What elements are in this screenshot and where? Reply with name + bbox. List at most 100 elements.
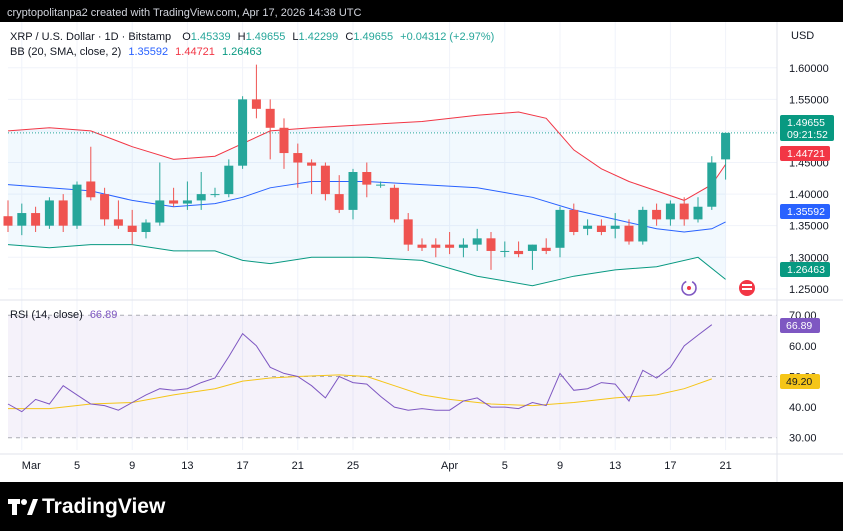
rsi-ma-badge-text: 49.20	[786, 376, 812, 388]
candle	[445, 232, 455, 255]
candle	[624, 219, 634, 245]
candle	[472, 228, 482, 251]
candle-body	[141, 222, 151, 232]
rsi-ma-line	[8, 374, 712, 410]
time-tick-label: 17	[236, 460, 248, 472]
high-value: 1.49655	[246, 31, 286, 43]
price-tick-label: 1.30000	[789, 252, 829, 264]
price-legend: XRP / U.S. Dollar · 1D · Bitstamp O1.453…	[10, 31, 494, 43]
time-tick-label: 13	[181, 460, 193, 472]
rsi-legend: RSI (14, close) 66.89	[10, 309, 117, 321]
candle	[541, 238, 551, 255]
rsi-ma-badge-bg	[780, 374, 820, 389]
candle-body	[265, 108, 275, 128]
candle	[17, 203, 27, 236]
created-header: cryptopolitanpa2 created with TradingVie…	[7, 7, 362, 19]
flag-icon[interactable]	[739, 280, 755, 296]
bb-upper-badge-bg	[780, 146, 830, 161]
candle-body	[486, 238, 496, 251]
bb-lower-badge: 1.26463	[780, 262, 830, 277]
candle	[72, 181, 82, 229]
candle-body	[403, 219, 413, 245]
replay-icon[interactable]	[681, 280, 697, 296]
candle	[3, 200, 13, 232]
candle-body	[693, 206, 703, 220]
footer: TradingView	[0, 482, 843, 531]
time-tick-label: 5	[502, 460, 508, 472]
candle-body	[514, 250, 524, 255]
candle	[238, 96, 248, 169]
candle	[610, 213, 620, 239]
candle	[113, 200, 123, 229]
bb-band-fill	[8, 112, 726, 286]
price-tick-label: 1.60000	[789, 63, 829, 75]
candle	[376, 181, 386, 188]
rsi-tick-label: 30.00	[789, 433, 817, 445]
bb-lower-badge-text: 1.26463	[787, 264, 825, 276]
candle-body	[44, 200, 54, 226]
last-price-text: 1.49655	[787, 117, 825, 129]
candle	[596, 219, 606, 236]
candle-body	[127, 225, 137, 232]
time-tick-label: 9	[557, 460, 563, 472]
candle-body	[17, 213, 27, 226]
rsi-name: RSI (14, close)	[10, 309, 83, 321]
bb-upper-value: 1.44721	[175, 46, 215, 58]
time-tick-label: 21	[719, 460, 731, 472]
close-label: C	[345, 31, 353, 43]
candle	[155, 162, 165, 226]
chart-svg[interactable]: 1.600001.550001.500001.450001.400001.350…	[0, 22, 843, 482]
candle	[431, 238, 441, 258]
bb-lower-badge-bg	[780, 262, 830, 277]
candle-body	[555, 209, 565, 248]
rsi-line	[7, 324, 713, 413]
time-tick-label: 17	[664, 460, 676, 472]
candle-body	[293, 153, 303, 163]
bb-lower-line	[7, 244, 726, 287]
candle	[679, 197, 689, 226]
candle	[514, 241, 524, 258]
open-label: O	[182, 31, 191, 43]
time-tick-label: 5	[74, 460, 80, 472]
candle-body	[72, 184, 82, 226]
axes: 1.600001.550001.500001.450001.400001.350…	[0, 22, 843, 482]
candle	[196, 172, 206, 210]
candle-body	[596, 225, 606, 232]
low-value: 1.42299	[299, 31, 339, 43]
candlestick-series	[3, 64, 731, 270]
last-price-badge: 1.49655 09:21:52	[780, 115, 834, 141]
candle	[458, 238, 468, 258]
candle-body	[113, 219, 123, 226]
rsi-pane	[7, 314, 777, 439]
candle	[182, 181, 192, 210]
candle	[389, 184, 399, 223]
time-tick-label: 13	[609, 460, 621, 472]
candle-body	[638, 209, 648, 242]
price-tick-label: 1.40000	[789, 189, 829, 201]
candle-body	[251, 99, 261, 109]
open-value: 1.45339	[191, 31, 231, 43]
time-tick-label: 21	[292, 460, 304, 472]
bb-basis-badge-text: 1.35592	[787, 206, 825, 218]
rsi-tick-label: 60.00	[789, 341, 817, 353]
candle	[127, 209, 137, 245]
candle-body	[196, 194, 206, 201]
candle	[334, 175, 344, 214]
candle	[265, 99, 275, 160]
candle-body	[472, 238, 482, 245]
brand-name: TradingView	[42, 495, 166, 518]
candle	[417, 238, 427, 251]
candle	[348, 168, 358, 220]
candle-body	[31, 213, 41, 226]
candle-body	[334, 194, 344, 210]
candle-body	[3, 216, 13, 226]
rsi-value-badge: 66.89	[780, 318, 820, 333]
candle	[293, 143, 303, 188]
currency-label[interactable]: USD	[791, 30, 814, 42]
rsi-ma-badge: 49.20	[780, 374, 820, 389]
candle-body	[679, 203, 689, 220]
candle-body	[389, 187, 399, 220]
bb-upper-line	[7, 111, 727, 201]
chart-panel[interactable]: 1.600001.550001.500001.450001.400001.350…	[0, 22, 843, 482]
candle	[693, 197, 703, 223]
